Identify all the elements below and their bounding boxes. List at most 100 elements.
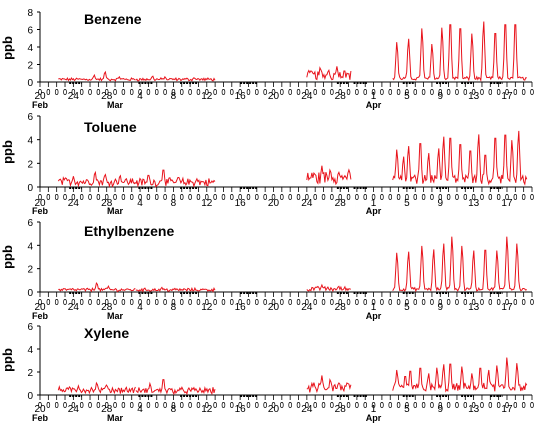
sampling-day-marker bbox=[346, 194, 351, 200]
sampling-day-marker bbox=[371, 299, 376, 305]
x-tick-label: 5 bbox=[404, 302, 410, 313]
sampling-day-marker bbox=[188, 89, 192, 95]
x-tick-label: 4 bbox=[137, 302, 143, 313]
sampling-day-marker bbox=[463, 299, 468, 305]
sampling-day-marker bbox=[330, 194, 334, 200]
sampling-day-marker bbox=[104, 194, 109, 200]
x-tick-label: 20 bbox=[34, 198, 46, 209]
x-tick-label: 20 bbox=[34, 302, 46, 313]
sampling-day-marker bbox=[421, 299, 426, 305]
sampling-day-marker bbox=[388, 402, 392, 408]
x-tick-label: 16 bbox=[235, 302, 247, 313]
sampling-day-marker bbox=[255, 402, 259, 408]
sampling-day-marker bbox=[180, 89, 184, 95]
sampling-day-marker bbox=[346, 299, 351, 305]
x-tick-label: 28 bbox=[101, 404, 113, 415]
x-tick-label: 8 bbox=[171, 302, 177, 313]
sampling-day-marker bbox=[413, 194, 418, 200]
sampling-day-marker bbox=[213, 89, 217, 95]
x-tick-label: 5 bbox=[404, 198, 410, 209]
sampling-day-marker bbox=[430, 402, 434, 408]
x-tick-label: 28 bbox=[335, 91, 347, 102]
sampling-day-marker bbox=[513, 299, 518, 305]
x-tick-label: 9 bbox=[437, 302, 443, 313]
sampling-day-marker bbox=[463, 89, 468, 95]
sampling-day-marker bbox=[371, 402, 376, 408]
sampling-day-marker bbox=[280, 194, 284, 200]
y-tick-label: 6 bbox=[27, 218, 33, 229]
y-tick-label: 0 bbox=[27, 391, 33, 402]
sampling-day-marker bbox=[521, 402, 526, 408]
sampling-day-marker bbox=[405, 299, 409, 305]
sampling-day-marker bbox=[530, 89, 534, 95]
sampling-day-marker bbox=[88, 89, 92, 95]
sampling-day-marker bbox=[330, 89, 334, 95]
series-line bbox=[306, 66, 352, 81]
x-tick-label: 28 bbox=[101, 302, 113, 313]
x-tick-label: 12 bbox=[201, 404, 213, 415]
sampling-day-marker bbox=[196, 402, 201, 408]
sampling-day-marker bbox=[171, 402, 176, 408]
sampling-day-marker bbox=[263, 89, 267, 95]
sampling-day-marker bbox=[54, 299, 59, 305]
sampling-day-marker bbox=[330, 402, 334, 408]
x-tick-label: 24 bbox=[68, 302, 80, 313]
sampling-day-marker bbox=[79, 299, 84, 305]
sampling-day-marker bbox=[530, 299, 534, 305]
sampling-day-marker bbox=[471, 299, 476, 305]
y-tick-label: 4 bbox=[27, 345, 33, 356]
sampling-day-marker bbox=[471, 402, 476, 408]
sampling-day-marker bbox=[163, 402, 167, 408]
sampling-day-marker bbox=[88, 194, 92, 200]
sampling-day-marker bbox=[238, 89, 242, 95]
sampling-day-marker bbox=[230, 89, 234, 95]
sampling-day-marker bbox=[113, 89, 117, 95]
sampling-day-marker bbox=[230, 299, 234, 305]
series-line bbox=[135, 75, 216, 82]
sampling-day-marker bbox=[280, 89, 284, 95]
y-tick-label: 0 bbox=[27, 78, 33, 89]
series-line bbox=[392, 236, 528, 293]
month-label: Apr bbox=[366, 413, 382, 423]
panel-title: Toluene bbox=[84, 119, 137, 135]
sampling-day-marker bbox=[188, 402, 192, 408]
sampling-day-marker bbox=[246, 89, 251, 95]
sampling-day-marker bbox=[496, 299, 501, 305]
x-tick-label: 28 bbox=[335, 302, 347, 313]
sampling-day-marker bbox=[88, 299, 92, 305]
sampling-day-marker bbox=[263, 299, 267, 305]
sampling-day-marker bbox=[180, 194, 184, 200]
y-tick-label: 4 bbox=[27, 136, 33, 147]
sampling-day-marker bbox=[355, 194, 359, 200]
sampling-day-marker bbox=[54, 402, 59, 408]
sampling-day-marker bbox=[530, 402, 534, 408]
x-tick-label: 16 bbox=[235, 198, 247, 209]
sampling-day-marker bbox=[480, 89, 484, 95]
sampling-day-marker bbox=[313, 299, 317, 305]
sampling-day-marker bbox=[71, 299, 76, 305]
sampling-day-marker bbox=[513, 402, 518, 408]
sampling-day-marker bbox=[163, 89, 167, 95]
x-tick-label: 24 bbox=[68, 198, 80, 209]
sampling-day-marker bbox=[496, 194, 501, 200]
sampling-day-marker bbox=[488, 89, 493, 95]
x-tick-label: 24 bbox=[301, 91, 313, 102]
sampling-day-marker bbox=[263, 194, 267, 200]
sampling-day-marker bbox=[305, 89, 309, 95]
sampling-day-marker bbox=[96, 89, 101, 95]
sampling-day-marker bbox=[38, 402, 42, 408]
sampling-day-marker bbox=[363, 299, 367, 305]
sampling-day-marker bbox=[488, 299, 493, 305]
month-label: Feb bbox=[32, 311, 49, 321]
sampling-day-marker bbox=[296, 89, 301, 95]
sampling-day-marker bbox=[271, 194, 276, 200]
sampling-day-marker bbox=[421, 194, 426, 200]
x-tick-label: 24 bbox=[301, 198, 313, 209]
sampling-day-marker bbox=[380, 402, 384, 408]
sampling-day-marker bbox=[338, 299, 342, 305]
month-label: Apr bbox=[366, 311, 382, 321]
sampling-day-marker bbox=[146, 402, 151, 408]
x-tick-label: 24 bbox=[301, 302, 313, 313]
